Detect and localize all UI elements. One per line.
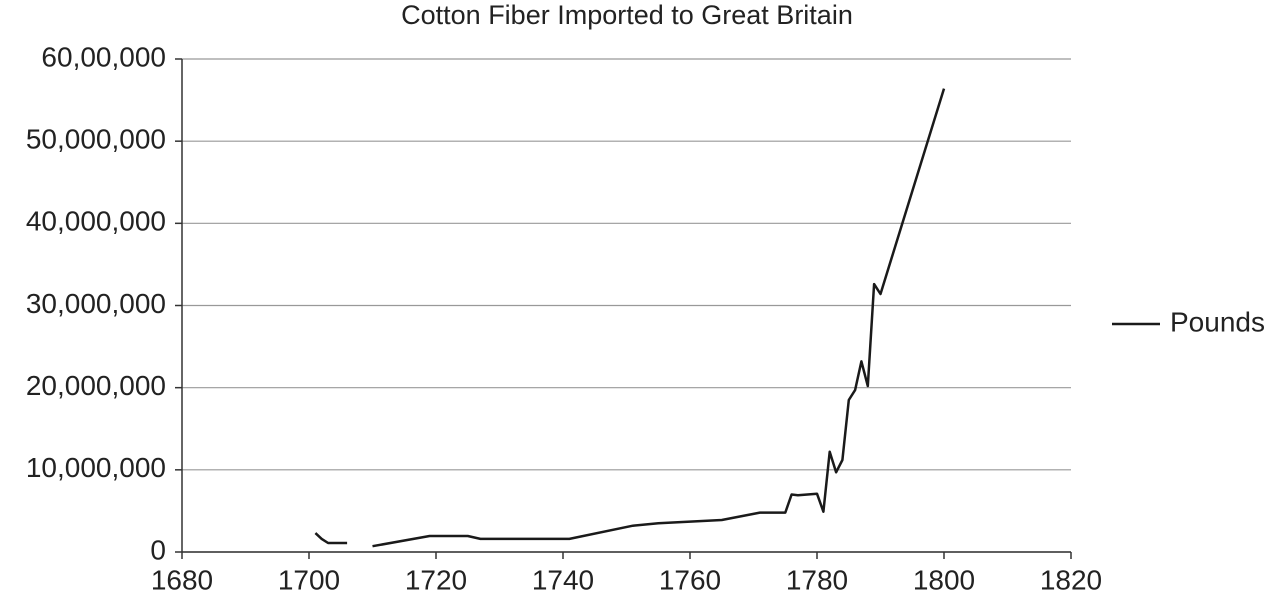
x-tick-label: 1760 [659,564,721,595]
chart-title: Cotton Fiber Imported to Great Britain [401,0,853,30]
x-tick-label: 1700 [278,564,340,595]
x-tick-label: 1720 [405,564,467,595]
y-tick-label: 20,000,000 [26,370,166,401]
legend-label: Pounds [1170,306,1265,337]
data-line [314,88,946,548]
y-tick-label: 10,000,000 [26,452,166,483]
x-tick-label: 1680 [151,564,213,595]
y-tick-label: 40,000,000 [26,206,166,237]
y-tick-label: 50,000,000 [26,124,166,155]
x-tick-label: 1800 [913,564,975,595]
y-tick-label: 30,000,000 [26,288,166,319]
x-tick-label: 1820 [1040,564,1102,595]
y-tick-label: 0 [150,534,166,565]
x-tick-label: 1740 [532,564,594,595]
y-tick-label: 60,00,000 [41,41,166,72]
x-tick-label: 1780 [786,564,848,595]
